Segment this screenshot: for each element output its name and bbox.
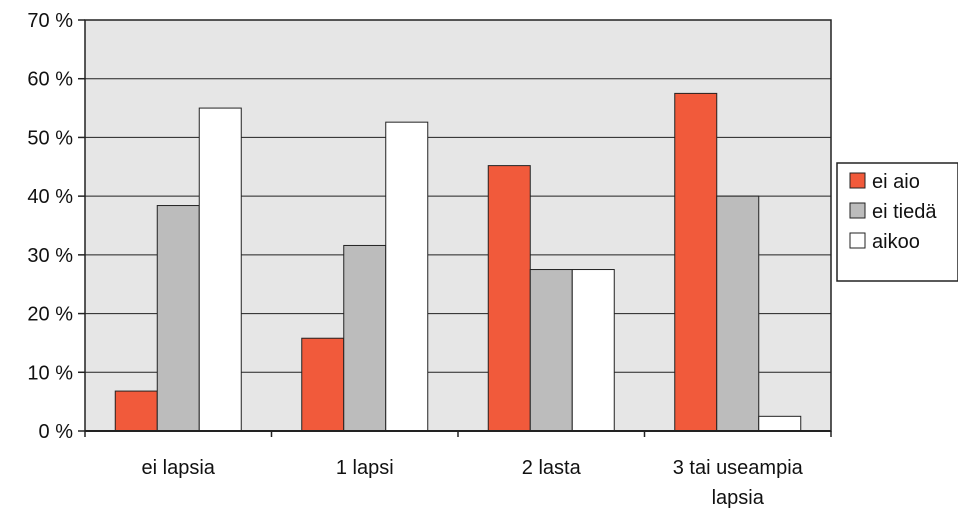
bar: [758, 415, 802, 432]
legend-label: aikoo: [872, 231, 920, 253]
x-tick-label: 3 tai useampia lapsia: [673, 457, 804, 509]
y-tick-label: 0 %: [39, 421, 74, 443]
legend-label: ei tiedä: [872, 201, 937, 223]
bar: [571, 269, 615, 432]
bar: [114, 390, 158, 432]
bars: [114, 92, 802, 432]
legend-swatch: [849, 202, 866, 219]
axes: 0 % 10 % 20 % 30 % 40 % 50 % 60 % 70 % ei lapsia…: [27, 10, 832, 509]
x-tick-label: 2 lasta: [522, 457, 582, 479]
x-tick-label: 1 lapsi: [336, 457, 394, 479]
y-tick-label: 40 %: [27, 186, 73, 208]
bar: [343, 244, 387, 432]
legend-label: ei aio: [872, 171, 920, 193]
y-tick-label: 20 %: [27, 304, 73, 326]
bar: [529, 269, 573, 432]
y-tick-label: 50 %: [27, 127, 73, 149]
bar: [385, 121, 429, 432]
legend: ei aio ei tiedä aikoo: [836, 162, 958, 282]
y-tick-label: 60 %: [27, 69, 73, 91]
bar: [716, 195, 760, 432]
x-tick-label: ei lapsia: [142, 457, 216, 479]
y-tick-label: 30 %: [27, 245, 73, 267]
legend-swatch: [849, 232, 866, 249]
y-tick-label: 70 %: [27, 10, 73, 32]
bar: [156, 205, 200, 432]
bar: [487, 165, 531, 432]
bar: [198, 107, 242, 432]
bar: [674, 92, 718, 432]
y-tick-label: 10 %: [27, 362, 73, 384]
legend-swatch: [849, 172, 866, 189]
bar: [301, 337, 345, 432]
